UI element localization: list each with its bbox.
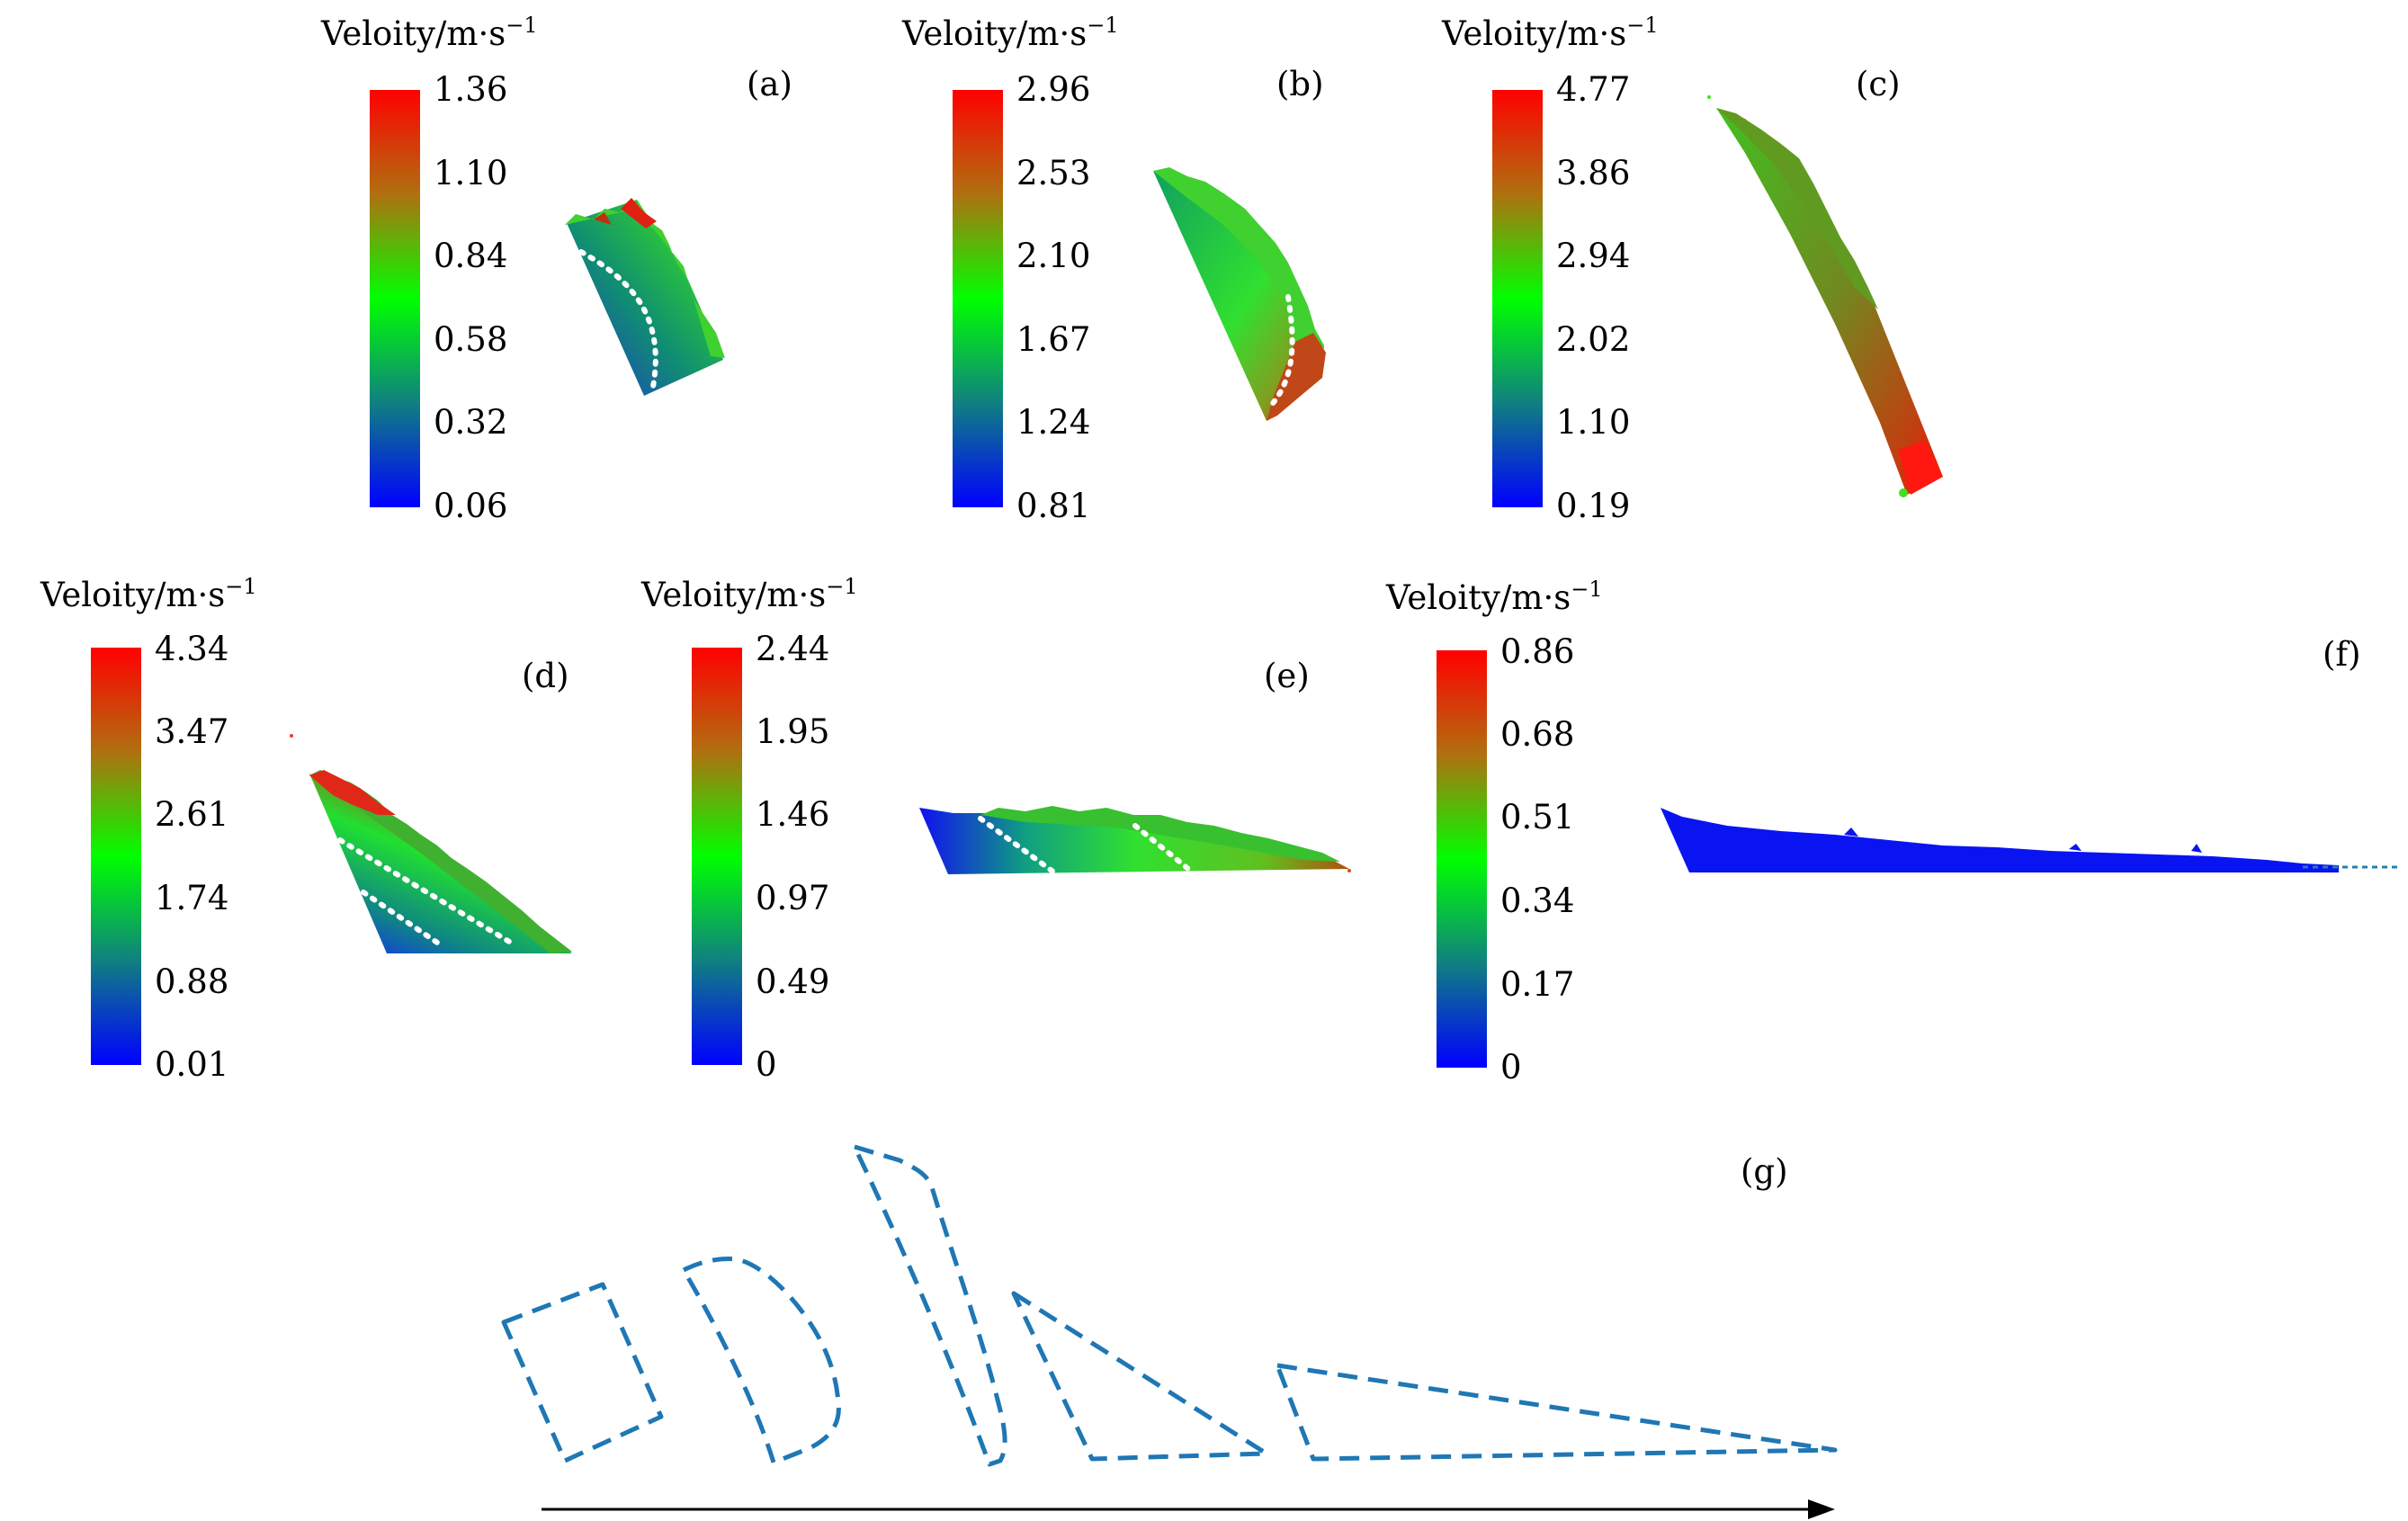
colorbar-title-f: Veloity/m·s−1: [1385, 577, 1603, 617]
colorbar-ticks-a: 1.36 1.10 0.84 0.58 0.32 0.06: [434, 70, 507, 525]
particle-pile-b: [1153, 167, 1326, 421]
tick-f-5: 0: [1500, 1048, 1522, 1087]
panel-d: Veloity/m·s−1 4.34 3.47 2.61 1.74 0.88 0…: [40, 574, 572, 1084]
panel-b: Veloity/m·s−1 2.96 2.53 2.10 1.67 1.24 0…: [901, 13, 1326, 525]
tick-e-4: 0.49: [756, 962, 829, 1001]
panel-label-b: (b): [1276, 65, 1324, 103]
tick-a-1: 1.10: [434, 154, 507, 192]
tick-b-0: 2.96: [1016, 70, 1090, 109]
shear-line-b: [1267, 294, 1295, 409]
colorbar-title-c: Veloity/m·s−1: [1441, 13, 1659, 53]
outline-stage-5: [1275, 1363, 1838, 1462]
tick-f-0: 0.86: [1500, 632, 1574, 671]
colorbar-title-e: Veloity/m·s−1: [640, 574, 858, 614]
particle-pile-c: [1707, 95, 1943, 497]
tick-b-4: 1.24: [1016, 403, 1090, 442]
tick-c-5: 0.19: [1556, 487, 1630, 525]
tick-b-5: 0.81: [1016, 487, 1090, 525]
tick-c-2: 2.94: [1556, 237, 1630, 275]
panel-g: (g): [501, 1144, 1838, 1519]
tick-e-1: 1.95: [756, 712, 829, 751]
tick-a-5: 0.06: [434, 487, 507, 525]
particle-pile-a: [565, 198, 725, 396]
colorbar-title-d: Veloity/m·s−1: [40, 574, 257, 614]
colorbar-ticks-d: 4.34 3.47 2.61 1.74 0.88 0.01: [155, 630, 228, 1084]
colorbar-c: [1492, 90, 1543, 507]
tick-c-0: 4.77: [1556, 70, 1630, 109]
panel-f: Veloity/m·s−1 0.86 0.68 0.51 0.34 0.17 0…: [1385, 577, 2402, 1087]
tick-e-2: 1.46: [756, 795, 829, 834]
tick-f-1: 0.68: [1500, 715, 1574, 754]
shear-line-a: [578, 249, 658, 389]
time-arrow: [542, 1499, 1835, 1519]
tick-a-4: 0.32: [434, 403, 507, 442]
tick-e-0: 2.44: [756, 630, 829, 668]
tick-b-2: 2.10: [1016, 237, 1090, 275]
panel-e: Veloity/m·s−1 2.44 1.95 1.46 0.97 0.49 0…: [640, 574, 1351, 1084]
panel-label-c: (c): [1856, 65, 1901, 103]
tick-d-0: 4.34: [155, 630, 228, 668]
tick-a-0: 1.36: [434, 70, 507, 109]
colorbar-a: [370, 90, 420, 507]
tick-c-1: 3.86: [1556, 154, 1630, 192]
tick-b-3: 1.67: [1016, 320, 1090, 359]
tick-d-5: 0.01: [155, 1045, 228, 1084]
colorbar-ticks-f: 0.86 0.68 0.51 0.34 0.17 0: [1500, 632, 1574, 1087]
particle-pile-d: [290, 734, 572, 953]
shear-line-d-1: [337, 837, 514, 945]
tick-b-1: 2.53: [1016, 154, 1090, 192]
tick-f-2: 0.51: [1500, 798, 1574, 837]
shear-line-e-2: [1132, 823, 1195, 875]
panel-label-f: (f): [2323, 635, 2361, 674]
colorbar-d: [91, 648, 141, 1065]
colorbar-ticks-b: 2.96 2.53 2.10 1.67 1.24 0.81: [1016, 70, 1090, 525]
panel-label-e: (e): [1264, 657, 1310, 695]
shear-line-d-2: [361, 890, 445, 949]
panel-label-d: (d): [522, 657, 569, 695]
particle-pile-e: [919, 806, 1351, 875]
shear-line-e-1: [978, 816, 1057, 875]
colorbar-b: [953, 90, 1003, 507]
panel-label-g: (g): [1741, 1152, 1788, 1191]
tick-f-3: 0.34: [1500, 881, 1574, 920]
colorbar-ticks-e: 2.44 1.95 1.46 0.97 0.49 0: [756, 630, 829, 1084]
outline-stage-1: [501, 1282, 664, 1463]
colorbar-ticks-c: 4.77 3.86 2.94 2.02 1.10 0.19: [1556, 70, 1630, 525]
colorbar-title-a: Veloity/m·s−1: [320, 13, 538, 53]
tick-d-1: 3.47: [155, 712, 228, 751]
tick-a-2: 0.84: [434, 237, 507, 275]
tick-c-4: 1.10: [1556, 403, 1630, 442]
panel-label-a: (a): [747, 65, 792, 103]
tick-d-3: 1.74: [155, 879, 228, 917]
outline-stage-2: [681, 1257, 841, 1465]
colorbar-title-b: Veloity/m·s−1: [901, 13, 1119, 53]
colorbar-e: [692, 648, 742, 1065]
panel-a: Veloity/m·s−1 1.36 1.10 0.84 0.58 0.32 0…: [320, 13, 792, 525]
outline-stage-4: [1011, 1291, 1269, 1462]
tick-e-3: 0.97: [756, 879, 829, 917]
tick-c-3: 2.02: [1556, 320, 1630, 359]
tick-e-5: 0: [756, 1045, 777, 1084]
tick-d-4: 0.88: [155, 962, 228, 1001]
tick-d-2: 2.61: [155, 795, 228, 834]
panel-c: Veloity/m·s−1 4.77 3.86 2.94 2.02 1.10 0…: [1441, 13, 1943, 525]
particle-pile-f: [1661, 808, 2402, 872]
tick-f-4: 0.17: [1500, 965, 1574, 1004]
outline-stage-3: [852, 1144, 1007, 1467]
colorbar-f: [1437, 650, 1487, 1068]
tick-a-3: 0.58: [434, 320, 507, 359]
